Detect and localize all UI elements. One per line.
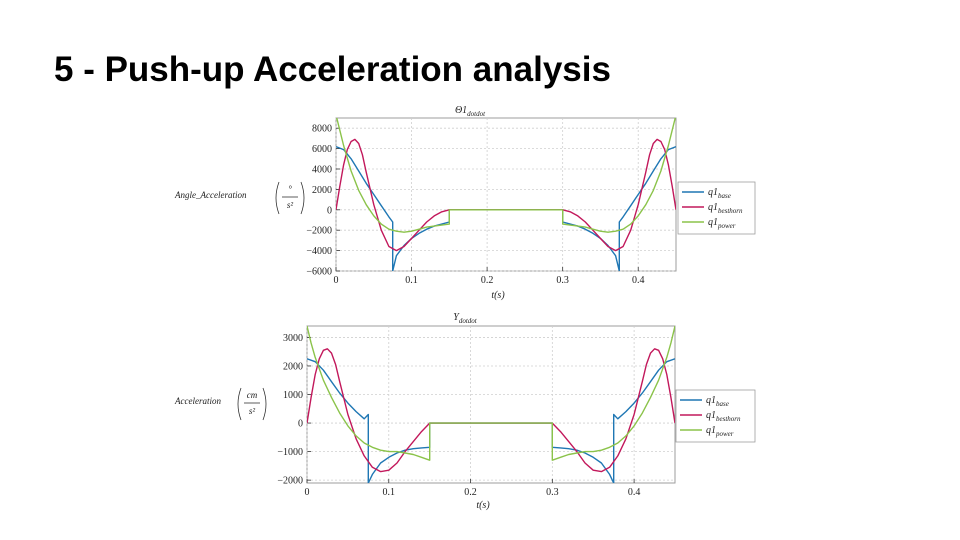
- unit-left-paren: [237, 387, 242, 421]
- y-axis-label: Angle_Acceleration: [174, 190, 247, 200]
- y-tick-label: −6000: [306, 267, 332, 278]
- y-tick-label: 6000: [312, 144, 332, 155]
- y-tick-label: 2000: [283, 361, 303, 372]
- y-unit-denominator: s²: [249, 406, 256, 416]
- y-tick-label: 4000: [312, 165, 332, 176]
- y-unit-numerator: °: [288, 184, 292, 194]
- y-tick-label: −2000: [306, 226, 332, 237]
- x-axis-label: t(s): [476, 500, 490, 511]
- unit-left-paren: [275, 181, 280, 215]
- plot-frame: [306, 325, 676, 484]
- y-tick-label: 0: [298, 419, 303, 430]
- chart-title: Ydotdot: [453, 312, 478, 325]
- x-tick-label: 0.2: [464, 487, 477, 498]
- chart-title: Θ1dotdot: [455, 105, 486, 118]
- y-tick-label: −4000: [306, 246, 332, 257]
- x-tick-label: 0: [305, 487, 310, 498]
- x-tick-label: 0.2: [481, 275, 494, 286]
- y-tick-label: 3000: [283, 333, 303, 344]
- legend-box: [677, 181, 756, 235]
- series-line-power: [336, 118, 676, 233]
- x-tick-label: 0.1: [405, 275, 418, 286]
- y-axis-label: Acceleration: [174, 396, 221, 406]
- series-line-power: [307, 326, 675, 461]
- y-tick-label: −1000: [277, 447, 303, 458]
- plot-frame: [335, 117, 677, 272]
- y-tick-label: 0: [327, 205, 332, 216]
- x-axis-label: t(s): [491, 290, 505, 301]
- y-unit-numerator: cm: [247, 390, 258, 400]
- unit-right-paren: [262, 387, 267, 421]
- x-tick-label: 0.4: [628, 487, 641, 498]
- x-tick-label: 0.3: [546, 487, 559, 498]
- y-unit-denominator: s²: [287, 200, 294, 210]
- legend-box: [675, 389, 756, 443]
- x-tick-label: 0.3: [556, 275, 569, 286]
- y-tick-label: 2000: [312, 185, 332, 196]
- y-tick-label: 1000: [283, 390, 303, 401]
- x-tick-label: 0.1: [383, 487, 396, 498]
- x-tick-label: 0: [334, 275, 339, 286]
- x-tick-label: 0.4: [632, 275, 645, 286]
- y-tick-label: 8000: [312, 124, 332, 135]
- slide-title: 5 - Push-up Acceleration analysis: [54, 50, 611, 89]
- unit-right-paren: [300, 181, 305, 215]
- y-tick-label: −2000: [277, 476, 303, 487]
